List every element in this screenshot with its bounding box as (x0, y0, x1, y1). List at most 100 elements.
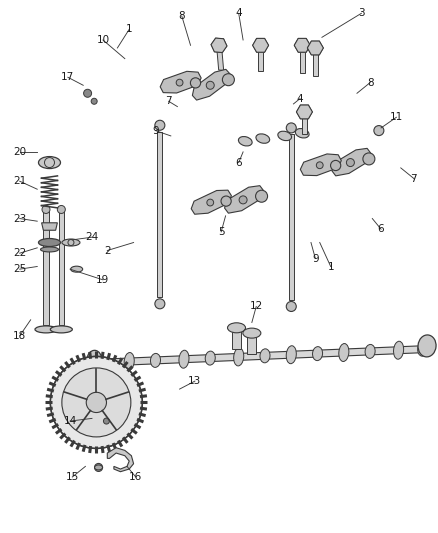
Ellipse shape (151, 353, 160, 367)
Text: 7: 7 (165, 96, 172, 106)
Text: 7: 7 (410, 174, 417, 183)
Polygon shape (300, 154, 341, 175)
Polygon shape (59, 211, 64, 325)
Circle shape (221, 196, 231, 206)
Ellipse shape (418, 335, 436, 357)
Ellipse shape (260, 349, 270, 363)
Polygon shape (160, 71, 201, 93)
Circle shape (331, 160, 341, 171)
Polygon shape (192, 69, 230, 100)
Polygon shape (300, 45, 305, 74)
Polygon shape (300, 105, 308, 112)
Ellipse shape (124, 352, 134, 370)
Circle shape (62, 368, 131, 437)
Circle shape (346, 158, 354, 167)
Text: 6: 6 (378, 224, 385, 234)
Text: 16: 16 (129, 472, 142, 482)
Text: 21: 21 (13, 176, 26, 186)
Text: 24: 24 (85, 232, 99, 242)
Polygon shape (289, 134, 294, 300)
Ellipse shape (50, 326, 72, 333)
Ellipse shape (243, 328, 261, 338)
Text: 17: 17 (61, 72, 74, 82)
Ellipse shape (256, 134, 270, 143)
Ellipse shape (339, 344, 349, 361)
Circle shape (50, 357, 142, 448)
Polygon shape (211, 45, 219, 52)
Polygon shape (258, 45, 263, 71)
Ellipse shape (62, 239, 80, 246)
Circle shape (155, 120, 165, 130)
Circle shape (42, 205, 50, 214)
Ellipse shape (233, 348, 244, 366)
Polygon shape (302, 112, 307, 134)
Circle shape (316, 162, 323, 168)
Text: 18: 18 (13, 331, 26, 341)
Ellipse shape (87, 350, 102, 370)
Text: 6: 6 (235, 158, 242, 167)
Text: 15: 15 (66, 472, 79, 482)
Text: 5: 5 (218, 227, 225, 237)
Ellipse shape (205, 351, 215, 365)
Text: 1: 1 (327, 262, 334, 271)
Polygon shape (211, 38, 219, 45)
Ellipse shape (39, 238, 60, 247)
Polygon shape (261, 45, 268, 52)
Polygon shape (311, 48, 319, 55)
Circle shape (91, 98, 97, 104)
Text: 1: 1 (126, 25, 133, 34)
Text: 8: 8 (367, 78, 374, 87)
Polygon shape (215, 45, 223, 53)
Polygon shape (253, 38, 268, 52)
Polygon shape (297, 112, 304, 119)
Text: 2: 2 (104, 246, 111, 255)
Text: 8: 8 (178, 11, 185, 21)
Polygon shape (315, 48, 323, 55)
Polygon shape (298, 38, 306, 45)
Text: 3: 3 (358, 9, 365, 18)
Circle shape (286, 302, 296, 311)
Ellipse shape (71, 266, 83, 272)
Polygon shape (307, 41, 315, 48)
Text: 23: 23 (13, 214, 26, 223)
Polygon shape (304, 112, 312, 119)
Polygon shape (232, 328, 241, 349)
Text: 14: 14 (64, 416, 77, 426)
Ellipse shape (35, 326, 57, 333)
Polygon shape (107, 448, 134, 472)
Polygon shape (307, 48, 315, 55)
Ellipse shape (286, 346, 297, 364)
Circle shape (206, 81, 214, 90)
Polygon shape (300, 112, 308, 119)
Polygon shape (298, 45, 306, 52)
Ellipse shape (295, 128, 309, 138)
Polygon shape (261, 38, 268, 45)
Polygon shape (257, 38, 265, 45)
Polygon shape (216, 45, 224, 70)
Text: 4: 4 (297, 94, 304, 103)
Circle shape (363, 153, 375, 165)
Ellipse shape (40, 247, 59, 252)
Polygon shape (311, 41, 319, 48)
Text: 22: 22 (13, 248, 26, 258)
Polygon shape (294, 38, 310, 52)
Polygon shape (253, 38, 261, 45)
Polygon shape (313, 48, 318, 76)
Circle shape (57, 205, 65, 214)
Text: 9: 9 (152, 126, 159, 135)
Polygon shape (42, 223, 57, 230)
Polygon shape (315, 41, 323, 48)
Circle shape (286, 123, 296, 133)
Polygon shape (294, 38, 302, 45)
Polygon shape (304, 105, 312, 112)
Polygon shape (297, 105, 312, 119)
Polygon shape (219, 45, 227, 53)
Polygon shape (294, 45, 302, 52)
Circle shape (95, 463, 102, 472)
Polygon shape (88, 345, 431, 367)
Polygon shape (307, 41, 323, 55)
Polygon shape (253, 45, 261, 52)
Circle shape (86, 392, 106, 413)
Ellipse shape (393, 341, 404, 359)
Ellipse shape (238, 136, 252, 146)
